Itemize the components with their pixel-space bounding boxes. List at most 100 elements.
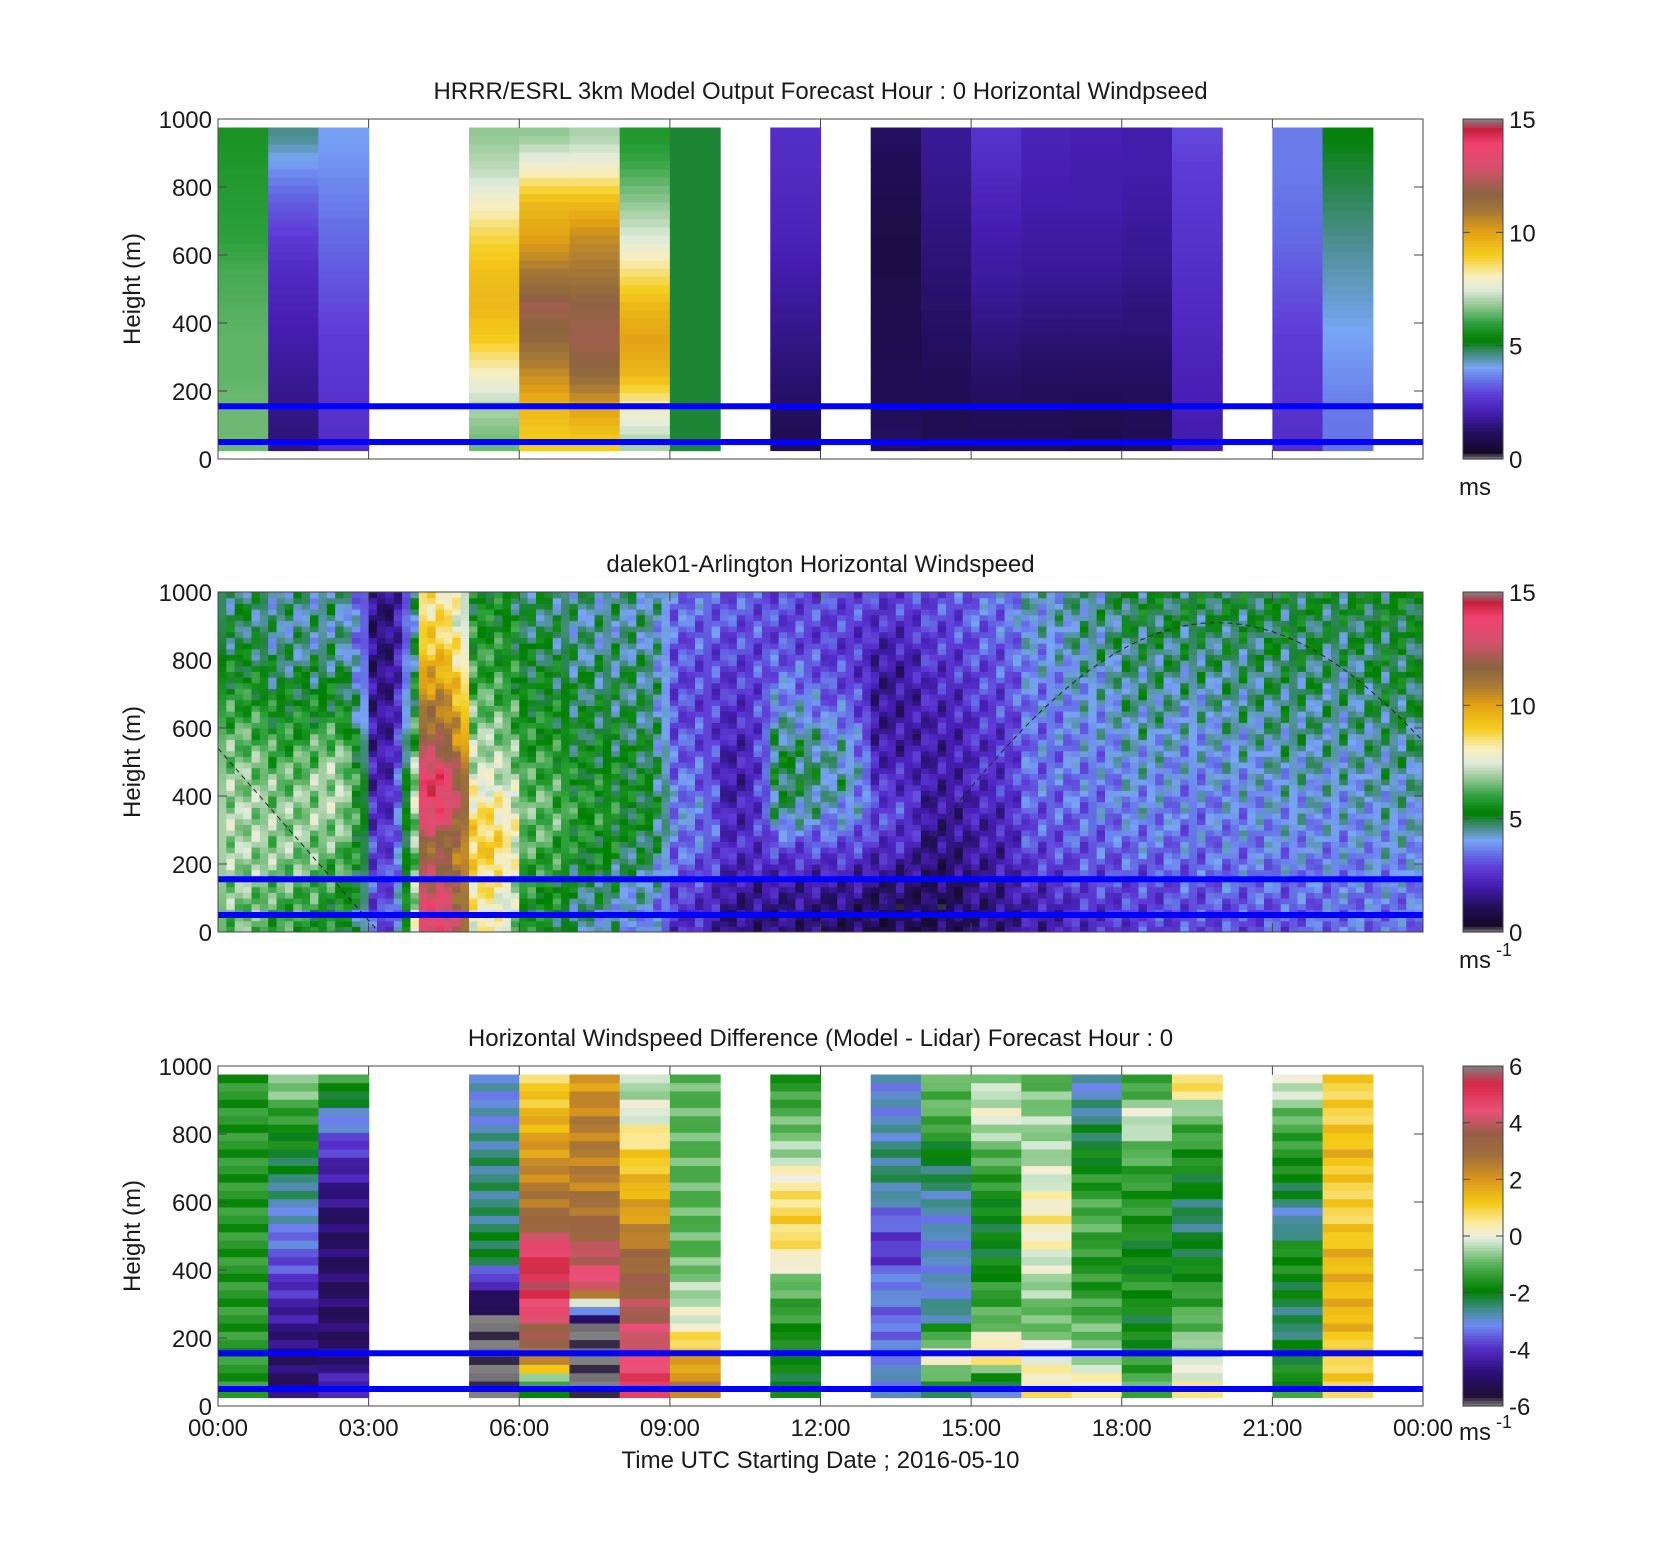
heatmap-cell xyxy=(502,767,512,774)
heatmap-cell xyxy=(569,665,579,672)
heatmap-cell xyxy=(494,739,504,746)
colorbar-segment xyxy=(1463,150,1503,154)
heatmap-cell xyxy=(586,762,596,769)
heatmap-cell xyxy=(561,807,571,814)
heatmap-cell xyxy=(243,915,253,922)
heatmap-cell xyxy=(569,682,579,689)
heatmap-cell xyxy=(778,824,788,831)
heatmap-cell xyxy=(1171,127,1223,137)
heatmap-cell xyxy=(268,367,320,377)
heatmap-cell xyxy=(628,614,638,621)
heatmap-cell xyxy=(711,920,721,927)
heatmap-cell xyxy=(234,671,244,678)
heatmap-cell xyxy=(502,852,512,859)
heatmap-cell xyxy=(644,739,654,746)
heatmap-cell xyxy=(552,892,562,899)
heatmap-cell xyxy=(519,886,529,893)
heatmap-cell xyxy=(385,920,395,927)
heatmap-cell xyxy=(469,733,479,740)
heatmap-cell xyxy=(644,728,654,735)
heatmap-cell xyxy=(268,185,320,195)
heatmap-cell xyxy=(569,301,621,311)
heatmap-cell xyxy=(644,824,654,831)
heatmap-cell xyxy=(259,756,269,763)
heatmap-cell xyxy=(351,801,361,808)
heatmap-cell xyxy=(619,614,629,621)
heatmap-cell xyxy=(259,835,269,842)
heatmap-cell xyxy=(870,210,922,220)
heatmap-cell xyxy=(318,892,328,899)
heatmap-cell xyxy=(669,722,679,729)
heatmap-cell xyxy=(385,881,395,888)
heatmap-cell xyxy=(527,773,537,780)
heatmap-cell xyxy=(594,796,604,803)
heatmap-cell xyxy=(402,671,412,678)
heatmap-cell xyxy=(569,881,579,888)
heatmap-cell xyxy=(376,609,386,616)
heatmap-cell xyxy=(594,643,604,650)
heatmap-cell xyxy=(243,835,253,842)
heatmap-cell xyxy=(360,705,370,712)
heatmap-cell xyxy=(720,694,730,701)
heatmap-cell xyxy=(393,739,403,746)
heatmap-cell xyxy=(535,677,545,684)
colorbar-segment xyxy=(1463,133,1503,137)
heatmap-cell xyxy=(602,682,612,689)
heatmap-cell xyxy=(251,864,261,871)
heatmap-cell xyxy=(326,841,336,848)
heatmap-cell xyxy=(669,728,679,735)
heatmap-cell xyxy=(736,694,746,701)
heatmap-cell xyxy=(527,824,537,831)
heatmap-cell xyxy=(594,801,604,808)
heatmap-cell xyxy=(552,767,562,774)
heatmap-cell xyxy=(920,127,972,137)
heatmap-cell xyxy=(778,626,788,633)
heatmap-cell xyxy=(469,665,479,672)
heatmap-cell xyxy=(636,915,646,922)
colorbar-segment xyxy=(1463,212,1503,216)
heatmap-cell xyxy=(644,784,654,791)
heatmap-cell xyxy=(326,745,336,752)
heatmap-cell xyxy=(469,892,479,899)
heatmap-cell xyxy=(870,143,922,153)
heatmap-cell xyxy=(460,784,470,791)
heatmap-cell xyxy=(728,745,738,752)
heatmap-cell xyxy=(301,773,311,780)
heatmap-cell xyxy=(770,367,822,377)
heatmap-cell xyxy=(268,903,278,910)
heatmap-cell xyxy=(519,375,571,385)
heatmap-cell xyxy=(318,603,328,610)
heatmap-cell xyxy=(594,869,604,876)
heatmap-cell xyxy=(703,898,713,905)
heatmap-cell xyxy=(385,694,395,701)
heatmap-cell xyxy=(569,235,621,244)
heatmap-cell xyxy=(343,694,353,701)
heatmap-cell xyxy=(770,864,780,871)
heatmap-cell xyxy=(310,660,320,667)
heatmap-cell xyxy=(268,762,278,769)
heatmap-cell xyxy=(301,767,311,774)
heatmap-cell xyxy=(293,682,303,689)
heatmap-cell xyxy=(628,830,638,837)
heatmap-cell xyxy=(761,728,771,735)
heatmap-cell xyxy=(586,733,596,740)
heatmap-cell xyxy=(310,903,320,910)
heatmap-cell xyxy=(711,750,721,757)
heatmap-cell xyxy=(1322,243,1374,253)
heatmap-cell xyxy=(628,790,638,797)
heatmap-cell xyxy=(636,756,646,763)
heatmap-cell xyxy=(360,733,370,740)
heatmap-cell xyxy=(452,864,462,871)
heatmap-cell xyxy=(368,603,378,610)
heatmap-cell xyxy=(301,609,311,616)
heatmap-cell xyxy=(628,762,638,769)
heatmap-cell xyxy=(469,243,520,253)
heatmap-cell xyxy=(376,830,386,837)
heatmap-cell xyxy=(669,796,679,803)
heatmap-cell xyxy=(602,694,612,701)
heatmap-cell xyxy=(360,762,370,769)
heatmap-cell xyxy=(1171,317,1223,327)
heatmap-cell xyxy=(552,824,562,831)
heatmap-cell xyxy=(653,841,663,848)
heatmap-cell xyxy=(686,796,696,803)
